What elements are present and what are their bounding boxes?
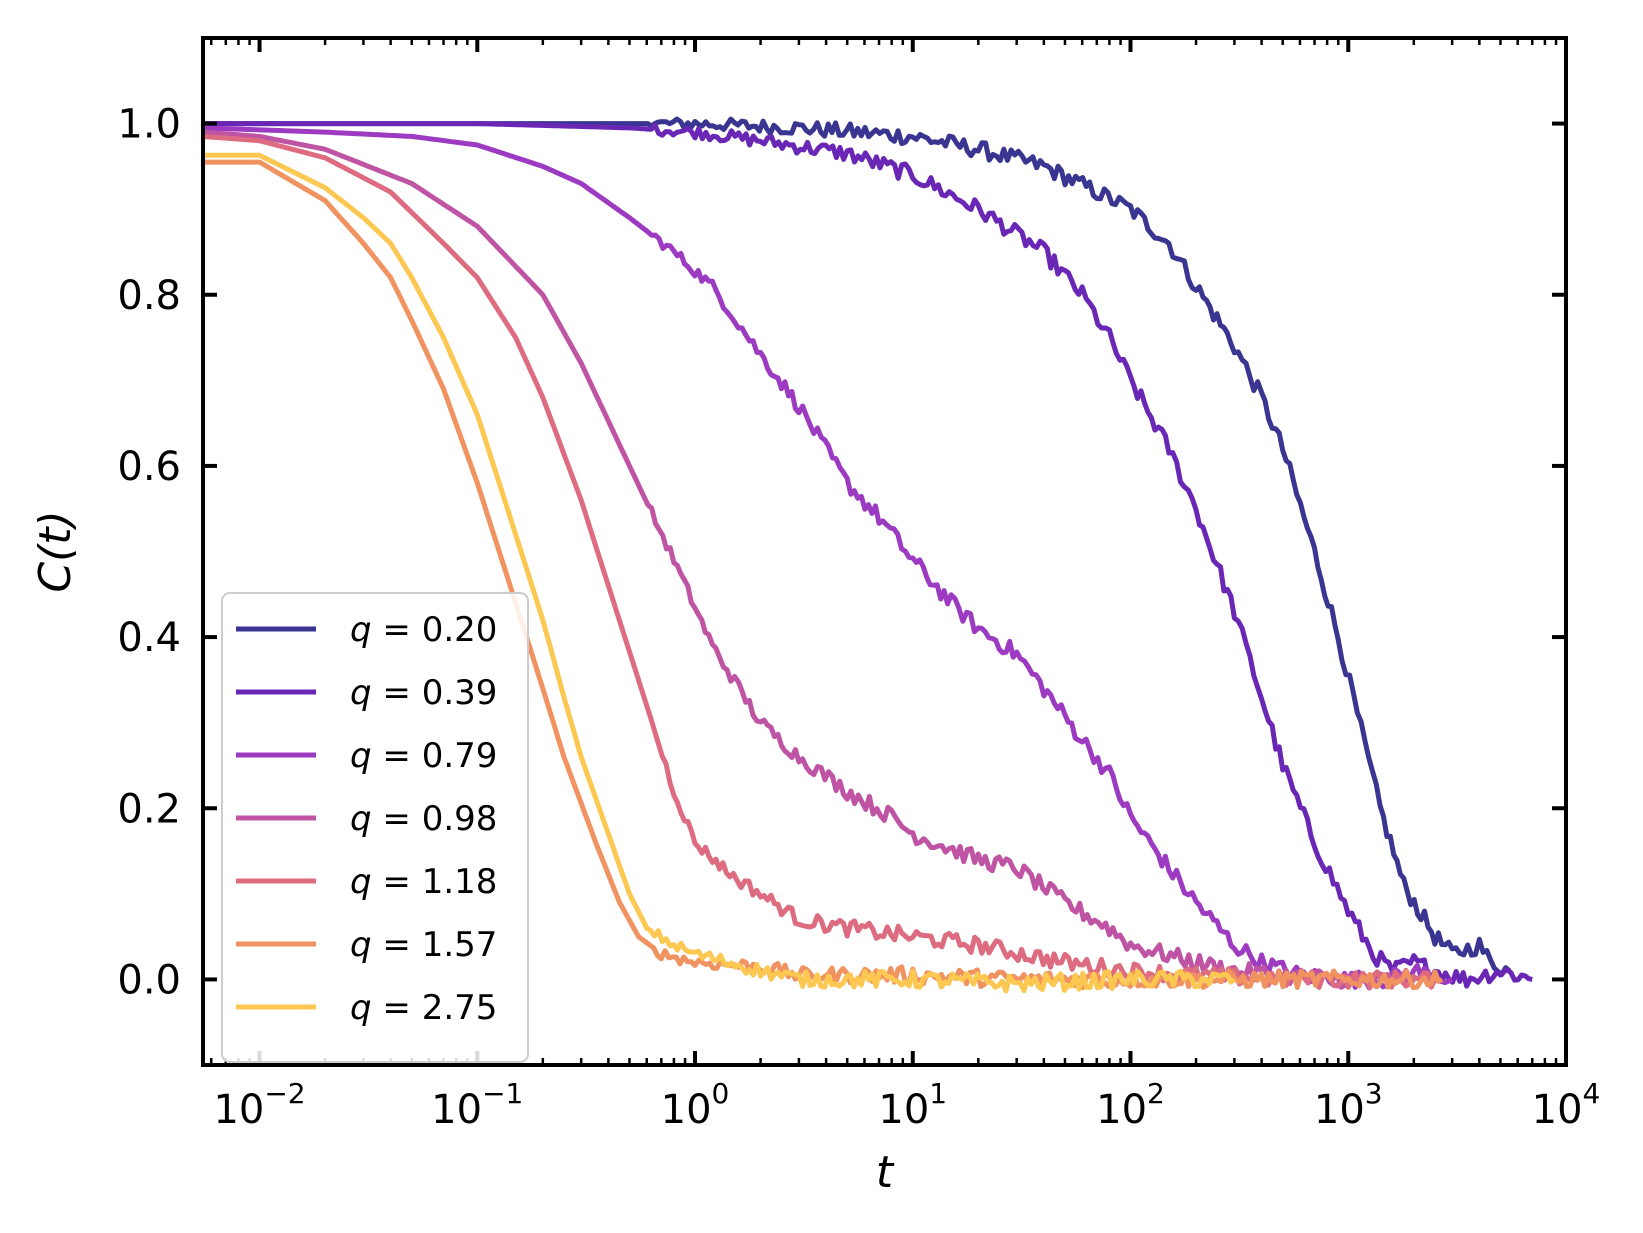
legend-entry-label: q = 2.75	[350, 988, 497, 1028]
legend-entry-label: q = 0.39	[350, 673, 497, 713]
x-tick-label: 10−1	[431, 1077, 523, 1133]
legend-entry-label: q = 0.98	[350, 799, 497, 839]
series-layer	[203, 116, 1533, 994]
x-tick-label: 100	[661, 1077, 730, 1133]
y-tick-label: 1.0	[117, 102, 181, 148]
series-line-2	[203, 125, 1454, 991]
x-tick-label: 103	[1314, 1077, 1383, 1133]
x-tick-label: 104	[1532, 1077, 1601, 1133]
series-line-6	[203, 152, 1236, 994]
legend-entry-label: q = 0.79	[350, 736, 497, 776]
legend-entry-label: q = 1.18	[350, 862, 497, 902]
y-tick-label: 0.0	[117, 957, 181, 1003]
series-line-1	[203, 121, 1533, 989]
legend: q = 0.20 q = 0.39 q = 0.79 q = 0.98 q = 1.18…	[221, 592, 529, 1063]
x-tick-label: 10−2	[213, 1077, 305, 1133]
y-tick-label: 0.4	[117, 615, 181, 661]
y-tick-label: 0.8	[117, 273, 181, 319]
y-axis-label: C(t)	[30, 510, 81, 592]
legend-entry-label: q = 0.20	[350, 610, 497, 650]
x-tick-label: 102	[1096, 1077, 1165, 1133]
series-line-3	[203, 129, 1416, 990]
x-tick-label: 101	[878, 1077, 947, 1133]
plot-frame	[201, 36, 1568, 1067]
x-axis-label: t	[876, 1147, 895, 1198]
legend-entry-label: q = 1.57	[350, 925, 497, 965]
ticks-layer: 10−2 10−1 100 101 102 103 104 0.0 0.2 0.4 0.6 0.8 1.…	[117, 38, 1600, 1133]
y-tick-label: 0.6	[117, 444, 181, 490]
y-tick-label: 0.2	[117, 786, 181, 832]
